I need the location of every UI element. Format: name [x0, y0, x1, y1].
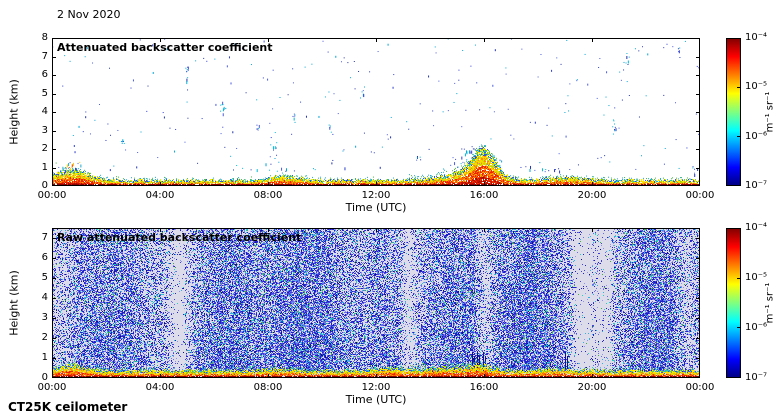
top-xlabel: Time (UTC) — [345, 201, 407, 214]
x-tick-label: 08:00 — [253, 382, 283, 393]
y-tick-label: 8 — [41, 32, 48, 43]
colorbar-tick-label: 10⁻⁴ — [745, 32, 768, 43]
y-tick-label: 4 — [41, 106, 48, 117]
x-tick-label: 16:00 — [469, 190, 499, 201]
y-tick-label: 1 — [41, 161, 48, 173]
y-tick-label: 2 — [41, 143, 48, 154]
bottom-colorbar — [726, 228, 741, 378]
bottom-panel-title: Raw attenuated backscatter coefficient — [57, 231, 302, 244]
x-tick-label: 08:00 — [253, 190, 283, 201]
x-tick-label: 20:00 — [577, 190, 607, 201]
top-colorbar — [726, 38, 741, 186]
top-panel-title: Attenuated backscatter coefficient — [57, 41, 273, 54]
x-tick-label: 16:00 — [469, 382, 499, 393]
y-tick-label: 0 — [41, 180, 48, 191]
y-tick-label: 4 — [41, 292, 48, 303]
bottom-ylabel: Height (km) — [7, 270, 21, 336]
bottom-colorbar-unit: m⁻¹ sr⁻¹ — [764, 282, 776, 324]
x-tick-label: 20:00 — [577, 382, 607, 393]
y-tick-label: 6 — [41, 252, 48, 263]
y-tick-label: 7 — [41, 50, 48, 62]
y-tick-label: 1 — [41, 352, 48, 363]
x-tick-label: 12:00 — [361, 382, 391, 393]
y-tick-label: 6 — [41, 69, 48, 80]
y-tick-label: 3 — [41, 312, 48, 323]
top-colorbar-unit: m⁻¹ sr⁻¹ — [764, 91, 776, 133]
instrument-label: CT25K ceilometer — [8, 400, 128, 414]
colorbar-tick-label: 10⁻⁶ — [745, 130, 768, 142]
colorbar-tick-label: 10⁻⁴ — [745, 222, 768, 233]
colorbar-tick-label: 10⁻⁵ — [745, 81, 768, 93]
bottom-panel-heatmap — [52, 228, 700, 378]
y-tick-label: 5 — [41, 272, 48, 283]
x-tick-label: 12:00 — [361, 190, 391, 201]
colorbar-tick-label: 10⁻⁵ — [745, 272, 768, 283]
y-tick-label: 7 — [41, 232, 48, 243]
top-ylabel: Height (km) — [7, 79, 21, 145]
x-tick-label: 00:00 — [37, 190, 67, 201]
date-label: 2 Nov 2020 — [57, 8, 121, 21]
colorbar-tick-label: 10⁻⁶ — [745, 322, 768, 333]
bottom-xlabel: Time (UTC) — [345, 393, 407, 406]
x-tick-label: 04:00 — [145, 190, 175, 201]
top-panel-heatmap — [52, 38, 700, 186]
colorbar-tick-label: 10⁻⁷ — [745, 372, 768, 383]
y-tick-label: 5 — [41, 87, 48, 99]
y-tick-label: 0 — [41, 372, 48, 383]
y-tick-label: 3 — [41, 124, 48, 136]
x-tick-label: 04:00 — [145, 382, 175, 393]
y-tick-label: 2 — [41, 332, 48, 343]
x-tick-label: 00:00 — [685, 190, 715, 201]
x-tick-label: 00:00 — [685, 382, 715, 393]
colorbar-tick-label: 10⁻⁷ — [745, 180, 768, 191]
x-tick-label: 00:00 — [37, 382, 67, 393]
